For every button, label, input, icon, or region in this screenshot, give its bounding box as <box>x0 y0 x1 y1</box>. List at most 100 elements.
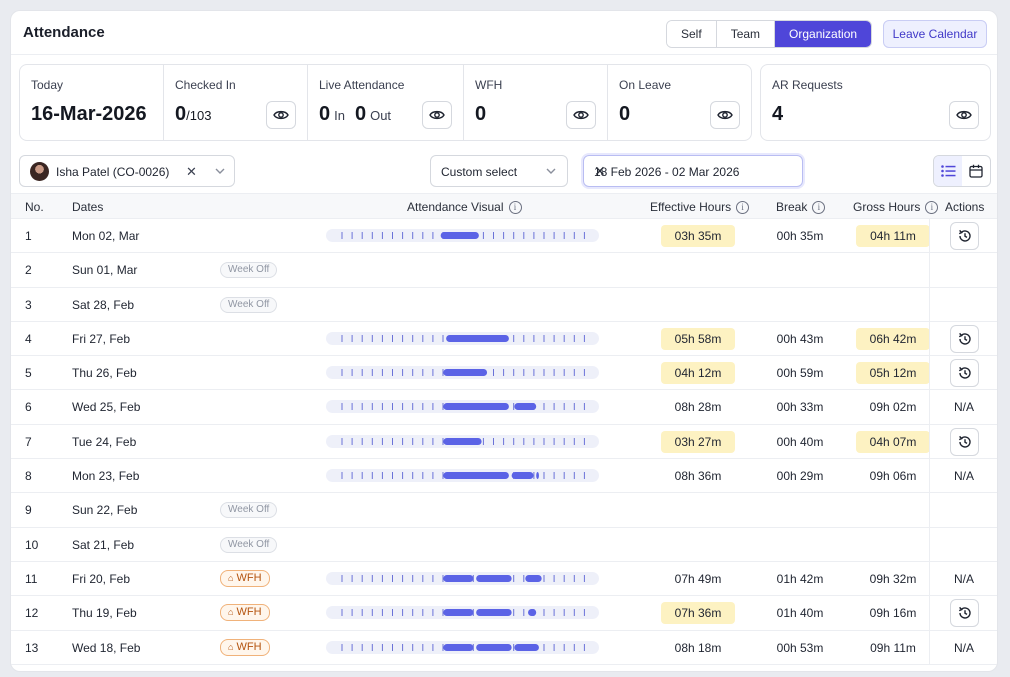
view-checked-in-button[interactable] <box>266 101 296 129</box>
info-icon[interactable]: i <box>736 200 750 214</box>
table-row: 12 Thu 19, Feb ⌂ WFH 07h 36m 01h 40m 09h 16m <box>11 596 997 631</box>
col-break: Break i <box>776 200 826 214</box>
info-icon[interactable]: i <box>508 200 522 214</box>
stat-label: On Leave <box>619 78 672 92</box>
stat-ar-requests: AR Requests 4 <box>760 64 991 141</box>
range-preset-select[interactable]: Custom select <box>430 155 568 187</box>
eye-icon <box>273 110 289 120</box>
effective-hours: 08h 36m <box>674 469 722 484</box>
effective-hours: 05h 58m <box>661 327 735 350</box>
regularize-button[interactable] <box>950 599 979 628</box>
visual-session <box>446 334 509 342</box>
chevron-down-icon[interactable] <box>214 164 226 178</box>
info-icon[interactable]: i <box>925 200 939 214</box>
wfh-badge-label: WFH <box>236 640 262 653</box>
table-row: 10 Sat 21, Feb Week Off <box>11 527 997 562</box>
row-date: Wed 18, Feb <box>72 640 141 655</box>
checked-in-count: 0 <box>175 103 187 125</box>
view-wfh-button[interactable] <box>566 101 596 129</box>
stat-label: Checked In <box>175 78 236 92</box>
row-date: Tue 24, Feb <box>72 434 137 449</box>
regularize-button[interactable] <box>950 359 979 388</box>
row-number: 12 <box>25 606 39 621</box>
visual-session <box>476 643 512 651</box>
row-number: 10 <box>25 537 39 552</box>
eye-icon <box>429 110 445 120</box>
actions-divider <box>929 424 930 459</box>
visual-session <box>443 472 509 480</box>
actions-divider <box>929 527 930 561</box>
row-date: Mon 02, Mar <box>72 229 140 243</box>
break-hours: 00h 43m <box>776 331 824 346</box>
actions-divider <box>929 356 930 390</box>
leave-calendar-button[interactable]: Leave Calendar <box>883 20 987 48</box>
gross-hours: 09h 16m <box>869 606 917 621</box>
col-visual-label: Attendance Visual <box>407 200 504 214</box>
view-ar-requests-button[interactable] <box>949 101 979 129</box>
effective-hours: 03h 35m <box>661 225 735 247</box>
row-date: Sat 28, Feb <box>72 297 135 312</box>
regularize-button[interactable] <box>950 222 979 250</box>
col-no: No. <box>25 200 44 214</box>
wfh-badge: ⌂ WFH <box>220 638 270 656</box>
visual-session <box>443 403 509 411</box>
break-hours: 00h 59m <box>776 366 824 381</box>
table-row: 4 Fri 27, Feb 05h 58m 00h 43m 06h 42m <box>11 321 997 357</box>
attendance-panel: Attendance Self Team Organization Leave … <box>10 10 998 672</box>
live-out-count: 0 <box>354 103 367 125</box>
row-date: Fri 27, Feb <box>72 331 131 346</box>
history-icon <box>958 229 971 242</box>
list-view-button[interactable] <box>934 156 962 186</box>
tab-self[interactable]: Self <box>667 21 717 47</box>
row-date: Sun 01, Mar <box>72 263 138 278</box>
visual-session <box>536 472 539 480</box>
break-hours: 01h 40m <box>776 606 824 621</box>
row-number: 2 <box>25 263 32 278</box>
employee-select[interactable]: Isha Patel (CO-0026) ✕ <box>19 155 235 187</box>
tab-organization[interactable]: Organization <box>775 21 872 47</box>
col-gross-label: Gross Hours <box>853 200 921 214</box>
visual-session <box>443 643 474 651</box>
attendance-visual <box>326 640 599 654</box>
gross-hours: 09h 02m <box>869 400 917 415</box>
eye-icon <box>573 110 589 120</box>
live-in-count: 0 <box>319 103 331 125</box>
info-icon[interactable]: i <box>812 200 826 214</box>
week-off-badge: Week Off <box>220 502 278 519</box>
visual-session <box>443 574 474 582</box>
effective-hours: 07h 49m <box>674 571 722 586</box>
break-hours: 00h 29m <box>776 469 824 484</box>
calendar-view-button[interactable] <box>962 156 990 186</box>
row-number: 13 <box>25 640 39 655</box>
row-date: Sun 22, Feb <box>72 503 138 518</box>
view-live-button[interactable] <box>422 101 452 129</box>
attendance-visual <box>326 434 599 448</box>
wfh-badge: ⌂ WFH <box>220 569 270 587</box>
tab-team[interactable]: Team <box>716 21 776 47</box>
regularize-button[interactable] <box>950 427 979 456</box>
table-row: 2 Sun 01, Mar Week Off <box>11 253 997 288</box>
clear-employee-icon[interactable]: ✕ <box>186 164 197 179</box>
row-number: 11 <box>25 571 38 586</box>
row-date: Sat 21, Feb <box>72 537 135 552</box>
week-off-badge: Week Off <box>220 262 278 279</box>
table-row: 6 Wed 25, Feb 08h 28m 00h 33m 09h 02m N/A <box>11 390 997 425</box>
history-icon <box>958 367 971 379</box>
action-na: N/A <box>953 469 974 484</box>
regularize-button[interactable] <box>950 324 979 353</box>
action-na: N/A <box>953 640 974 655</box>
stat-value: 16-Mar-2026 <box>31 103 147 125</box>
table-row: 5 Thu 26, Feb 04h 12m 00h 59m 05h 12m <box>11 356 997 391</box>
view-on-leave-button[interactable] <box>710 101 740 129</box>
effective-hours: 03h 27m <box>661 430 735 453</box>
col-break-label: Break <box>776 200 808 214</box>
date-range-input[interactable]: 18 Feb 2026 - 02 Mar 2026 ✕ <box>583 155 803 187</box>
home-icon: ⌂ <box>228 607 234 618</box>
gross-hours: 09h 06m <box>869 469 917 484</box>
visual-session <box>443 437 482 445</box>
wfh-badge-label: WFH <box>236 606 262 619</box>
clear-date-icon[interactable]: ✕ <box>594 163 606 179</box>
attendance-visual <box>326 331 599 345</box>
date-range-value: 18 Feb 2026 - 02 Mar 2026 <box>594 165 740 179</box>
table-row: 13 Wed 18, Feb ⌂ WFH 08h 18m 00h 53m 09h 11m N… <box>11 630 997 665</box>
